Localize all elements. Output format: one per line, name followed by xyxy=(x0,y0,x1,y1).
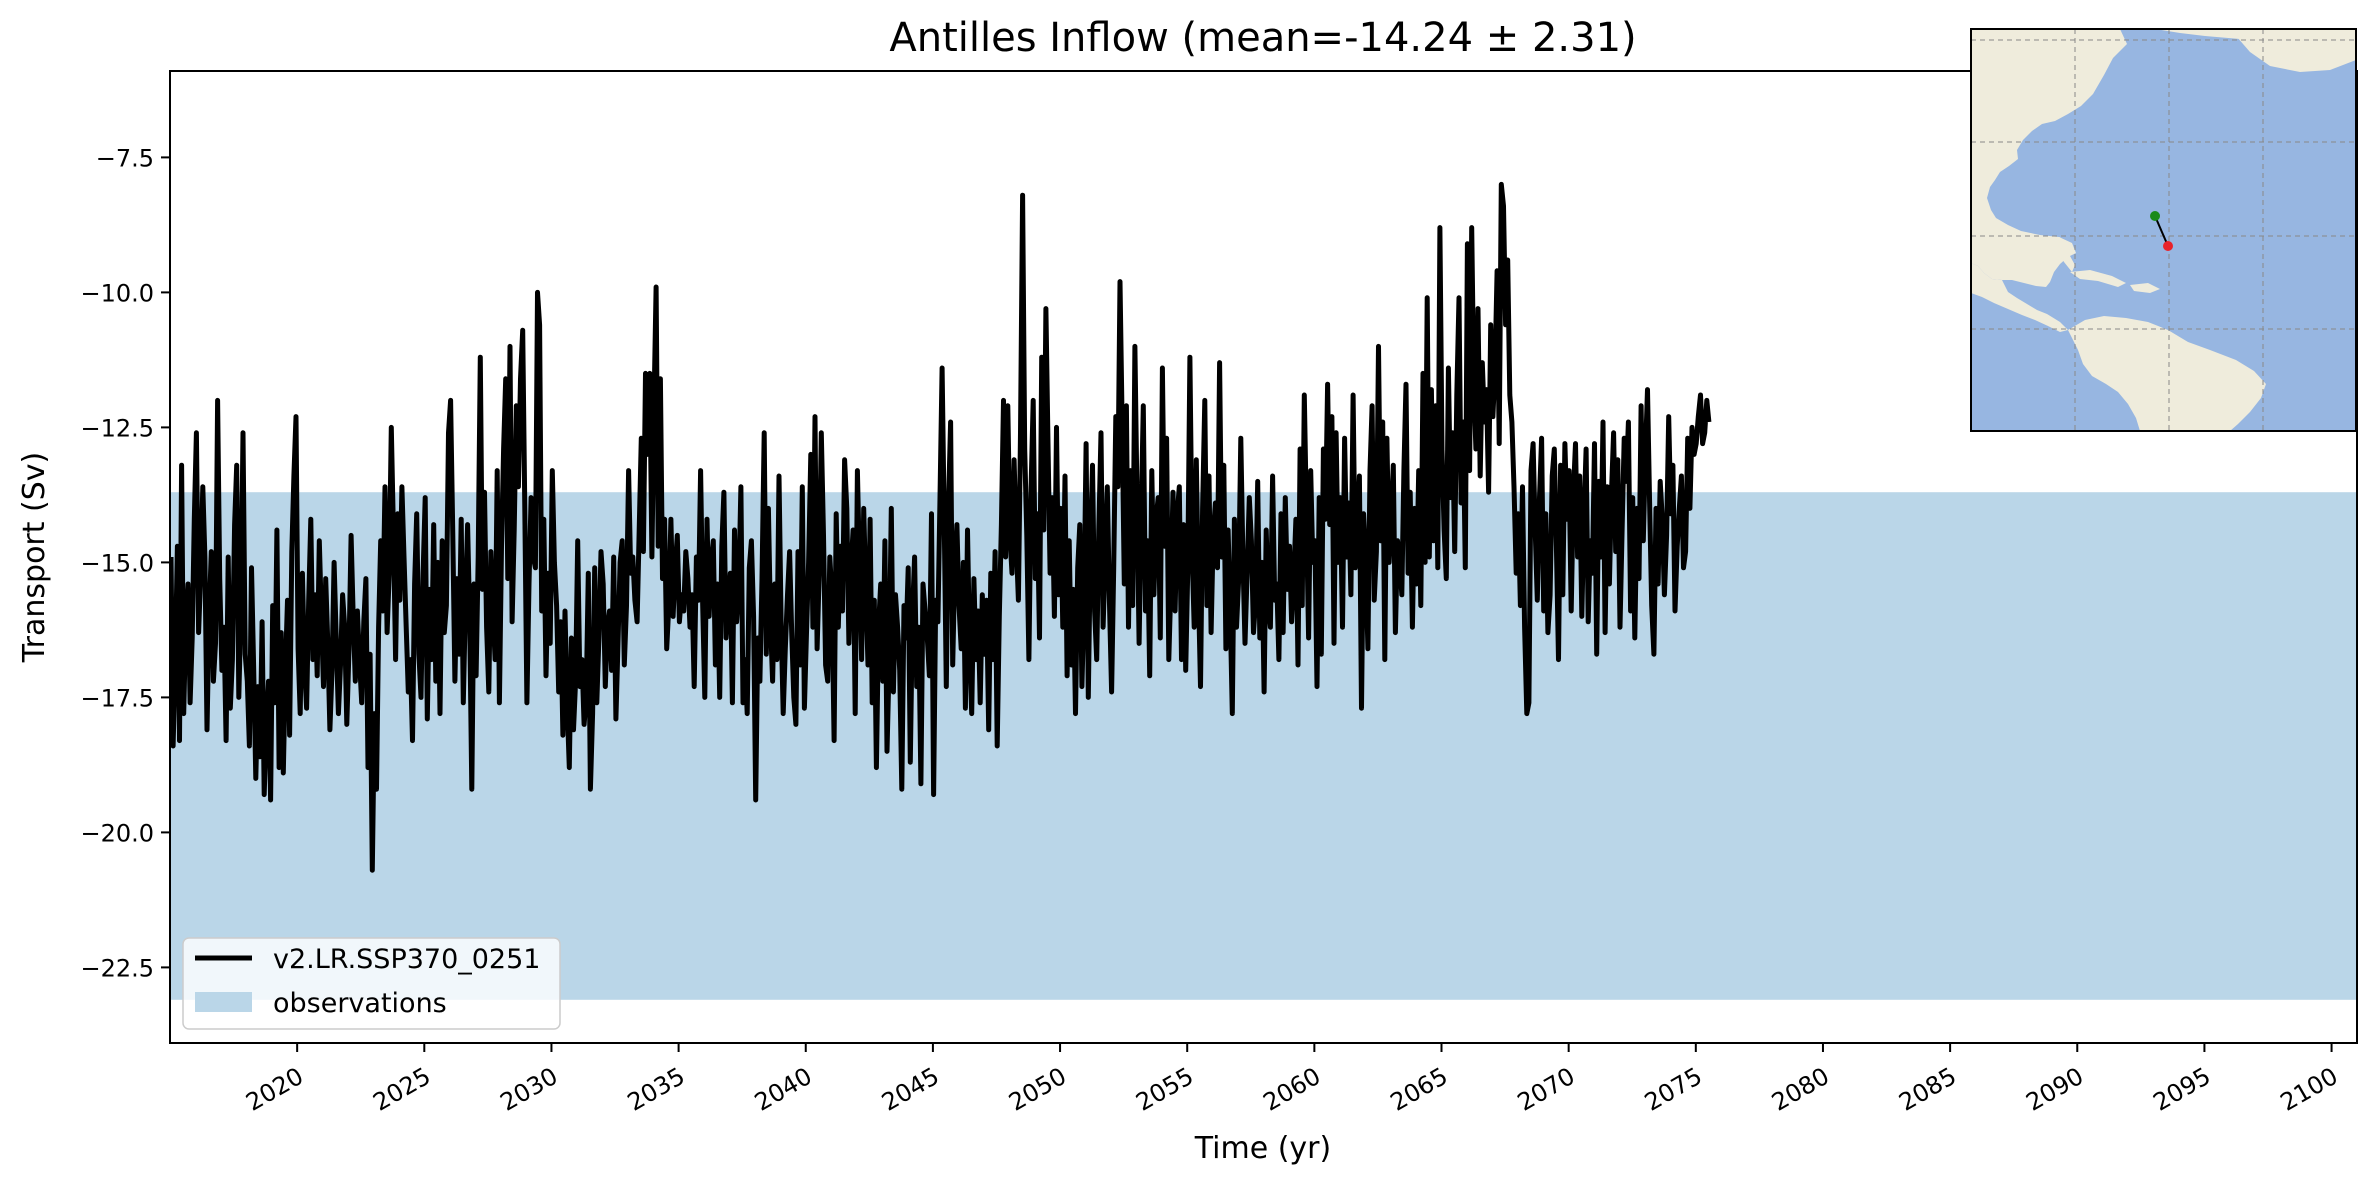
x-tick-label: 2060 xyxy=(1258,1062,1325,1117)
map-land-north-america xyxy=(1971,29,2127,287)
map-land-florida xyxy=(2054,237,2075,272)
x-tick-label: 2100 xyxy=(2276,1062,2343,1117)
x-tick-label: 2065 xyxy=(1386,1062,1453,1117)
chart-title: Antilles Inflow (mean=-14.24 ± 2.31) xyxy=(889,15,1636,61)
x-tick-label: 2090 xyxy=(2021,1062,2088,1117)
x-tick-label: 2025 xyxy=(368,1062,435,1117)
y-tick-label: −12.5 xyxy=(80,414,154,442)
x-tick-label: 2085 xyxy=(1894,1062,1961,1117)
x-tick-label: 2055 xyxy=(1131,1062,1198,1117)
series-layer xyxy=(170,181,1712,873)
map-land-cuba xyxy=(2070,270,2126,287)
x-tick-label: 2080 xyxy=(1767,1062,1834,1117)
x-tick-label: 2045 xyxy=(877,1062,944,1117)
x-tick-label: 2075 xyxy=(1640,1062,1707,1117)
x-tick-label: 2050 xyxy=(1004,1062,1071,1117)
legend-observations-label: observations xyxy=(273,988,447,1019)
map-frame xyxy=(1970,28,2357,432)
x-tick-label: 2020 xyxy=(241,1062,308,1117)
y-axis-label: Transport (Sv) xyxy=(17,452,52,664)
legend: v2.LR.SSP370_0251 observations xyxy=(182,937,561,1030)
y-tick-label: −7.5 xyxy=(96,144,154,172)
x-tick-label: 2040 xyxy=(750,1062,817,1117)
y-tick-label: −15.0 xyxy=(80,549,154,577)
series-line-0 xyxy=(170,181,1712,873)
map-section-start-marker xyxy=(2150,211,2160,221)
map-section-end-marker xyxy=(2163,241,2173,251)
x-tick-label: 2030 xyxy=(496,1062,563,1117)
y-tick-label: −10.0 xyxy=(80,279,154,307)
map-land-hispaniola xyxy=(2130,283,2160,293)
legend-series-label: v2.LR.SSP370_0251 xyxy=(273,944,540,975)
inset-map xyxy=(1970,28,2357,432)
x-tick-label: 2035 xyxy=(623,1062,690,1117)
x-tick-label: 2095 xyxy=(2149,1062,2216,1117)
map-land-south-america xyxy=(2068,316,2266,431)
legend-box xyxy=(182,937,561,1030)
y-tick-label: −22.5 xyxy=(80,954,154,982)
plot-frame xyxy=(169,70,2358,1044)
y-tick-label: −20.0 xyxy=(80,819,154,847)
legend-band-swatch xyxy=(195,992,252,1012)
y-tick-label: −17.5 xyxy=(80,684,154,712)
map-section-line xyxy=(2154,215,2169,247)
x-axis-label: Time (yr) xyxy=(1194,1131,1331,1166)
x-tick-label: 2070 xyxy=(1513,1062,1580,1117)
map-land-central-america xyxy=(1971,263,2068,332)
